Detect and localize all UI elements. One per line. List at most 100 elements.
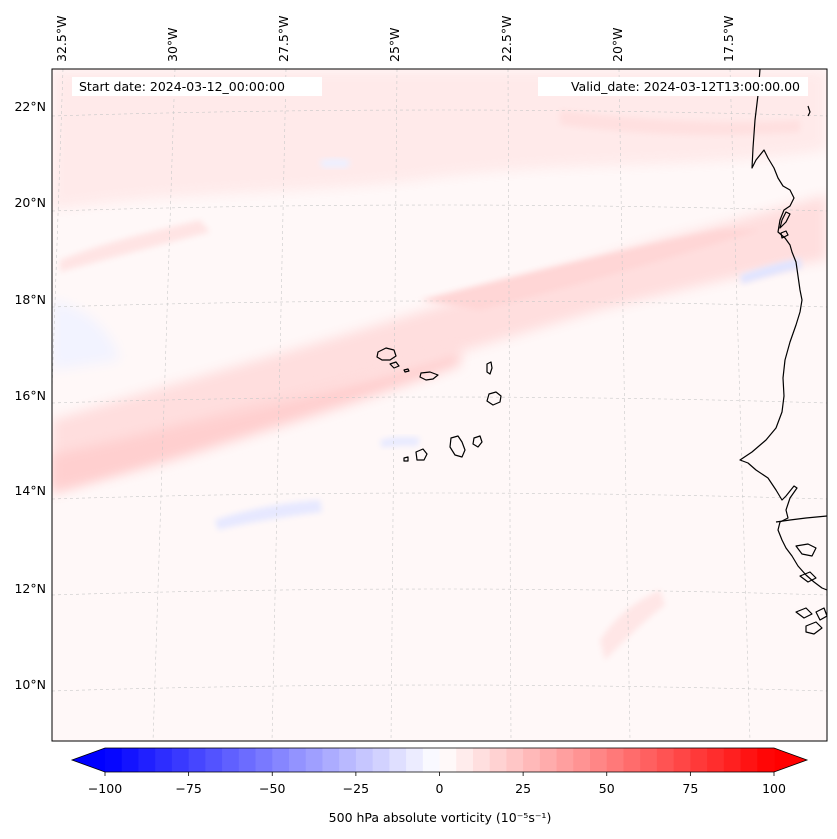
colorbar-segment: [322, 748, 340, 772]
vorticity-band-main: [52, 195, 827, 495]
colorbar-tick-label: −100: [88, 781, 122, 796]
colorbar-ticks: −100 −75 −50 −25 0 25 50 75 100: [88, 772, 786, 796]
negative-vorticity-patch-1: [215, 500, 322, 530]
start-date-box: [72, 77, 322, 96]
valid-date-label: Valid_date: 2024-03-12T13:00:00.00: [571, 79, 800, 94]
colorbar-segment: [556, 748, 574, 772]
lat-label-20n: 20°N: [14, 195, 46, 210]
maio-island: [472, 435, 483, 448]
sal-island: [486, 361, 493, 375]
colorbar-segment: [539, 748, 558, 772]
lon-label-27-5w: 27.5°W: [276, 16, 291, 62]
colorbar-segment: [673, 748, 691, 772]
gridline-lat-10: [52, 684, 827, 692]
colorbar-segment: [422, 748, 441, 772]
gridline-lat-18: [52, 300, 827, 308]
bijagos-island-1: [799, 571, 817, 583]
brava-island: [403, 456, 409, 462]
lon-label-17-5w: 17.5°W: [721, 16, 736, 62]
vorticity-streak: [420, 230, 760, 310]
colorbar-segment: [656, 748, 675, 772]
vorticity-max-core: [52, 350, 460, 490]
colorbar-segment: [690, 748, 708, 772]
lat-label-14n: 14°N: [14, 483, 46, 498]
colorbar-segments: [105, 748, 775, 772]
lon-label-20w: 20°W: [610, 27, 625, 62]
vorticity-band-north: [52, 70, 827, 210]
colorbar-segment: [138, 748, 156, 772]
colorbar-segment: [757, 748, 775, 772]
colorbar-segment: [171, 748, 190, 772]
colorbar-tick-label: 75: [682, 781, 698, 796]
colorbar-tick-label: 25: [515, 781, 531, 796]
gridline-lat-12: [52, 588, 827, 596]
colorbar-tick-label: −75: [175, 781, 201, 796]
gridline-lat-20: [52, 204, 827, 212]
lon-label-22-5w: 22.5°W: [499, 16, 514, 62]
lon-label-25w: 25°W: [387, 27, 402, 62]
bijagos-island-2: [795, 607, 813, 619]
gridline-lon-17-5: [729, 69, 751, 741]
lat-label-18n: 18°N: [14, 292, 46, 307]
colorbar-segment: [623, 748, 641, 772]
colorbar-high-extend: [774, 748, 807, 772]
sao-vicente-island: [389, 361, 400, 369]
negative-vorticity-patch-4: [380, 436, 420, 448]
colorbar-segment: [305, 748, 324, 772]
colorbar-label: 500 hPa absolute vorticity (10⁻⁵s⁻¹): [329, 810, 552, 825]
sao-nicolau-island: [419, 371, 439, 381]
map-panel: Start date: 2024-03-12_00:00:00 Valid_da…: [51, 68, 828, 742]
lat-label-22n: 22°N: [14, 99, 46, 114]
colorbar-segment: [439, 748, 457, 772]
vorticity-streak-north: [560, 110, 800, 136]
casamance-island: [795, 543, 817, 557]
colorbar-segment: [121, 748, 140, 772]
gambia-river-coast: [775, 515, 827, 523]
gridlines: [52, 69, 827, 741]
colorbar-segment: [238, 748, 257, 772]
colorbar-segment: [456, 748, 474, 772]
colorbar-low-extend: [72, 748, 105, 772]
colorbar-segment: [188, 748, 206, 772]
santa-luzia-islet: [403, 368, 410, 373]
map-frame: [51, 68, 828, 742]
colorbar-segment: [489, 748, 508, 772]
colorbar-segment: [339, 748, 357, 772]
bijagos-island-4: [815, 607, 827, 621]
colorbar-segment: [740, 748, 758, 772]
coastlines: [376, 69, 827, 635]
bijagos-island-3: [805, 621, 823, 635]
colorbar-tick-label: 0: [436, 781, 444, 796]
colorbar-segment: [523, 748, 541, 772]
fogo-island: [415, 448, 428, 461]
lat-label-10n: 10°N: [14, 677, 46, 692]
colorbar-segment: [573, 748, 591, 772]
santo-antao-island: [376, 347, 397, 361]
lat-label-12n: 12°N: [14, 581, 46, 596]
gridline-lon-30: [152, 69, 176, 741]
vorticity-streak-west: [60, 220, 210, 272]
latitude-labels: 22°N 20°N 18°N 16°N 14°N 12°N 10°N: [14, 99, 46, 692]
vorticity-field: [52, 70, 827, 660]
gridline-lon-25: [390, 69, 398, 741]
valid-date-box: [538, 77, 808, 96]
colorbar-segment: [472, 748, 491, 772]
colorbar-segment: [506, 748, 524, 772]
colorbar-segment: [389, 748, 407, 772]
lat-label-16n: 16°N: [14, 388, 46, 403]
vorticity-streak-south: [600, 590, 665, 660]
lon-label-32-5w: 32.5°W: [54, 16, 69, 62]
colorbar-segment: [590, 748, 608, 772]
colorbar-segment: [723, 748, 742, 772]
colorbar-segment: [355, 748, 374, 772]
gridline-lon-22-5: [507, 69, 512, 741]
gridline-lat-14: [52, 492, 827, 500]
colorbar-segment: [205, 748, 223, 772]
colorbar-segment: [288, 748, 307, 772]
colorbar-tick-label: 100: [762, 781, 786, 796]
lon-label-30w: 30°W: [165, 27, 180, 62]
gridline-lon-27-5: [271, 69, 287, 741]
colorbar-segment: [406, 748, 424, 772]
colorbar-tick-label: −25: [343, 781, 369, 796]
